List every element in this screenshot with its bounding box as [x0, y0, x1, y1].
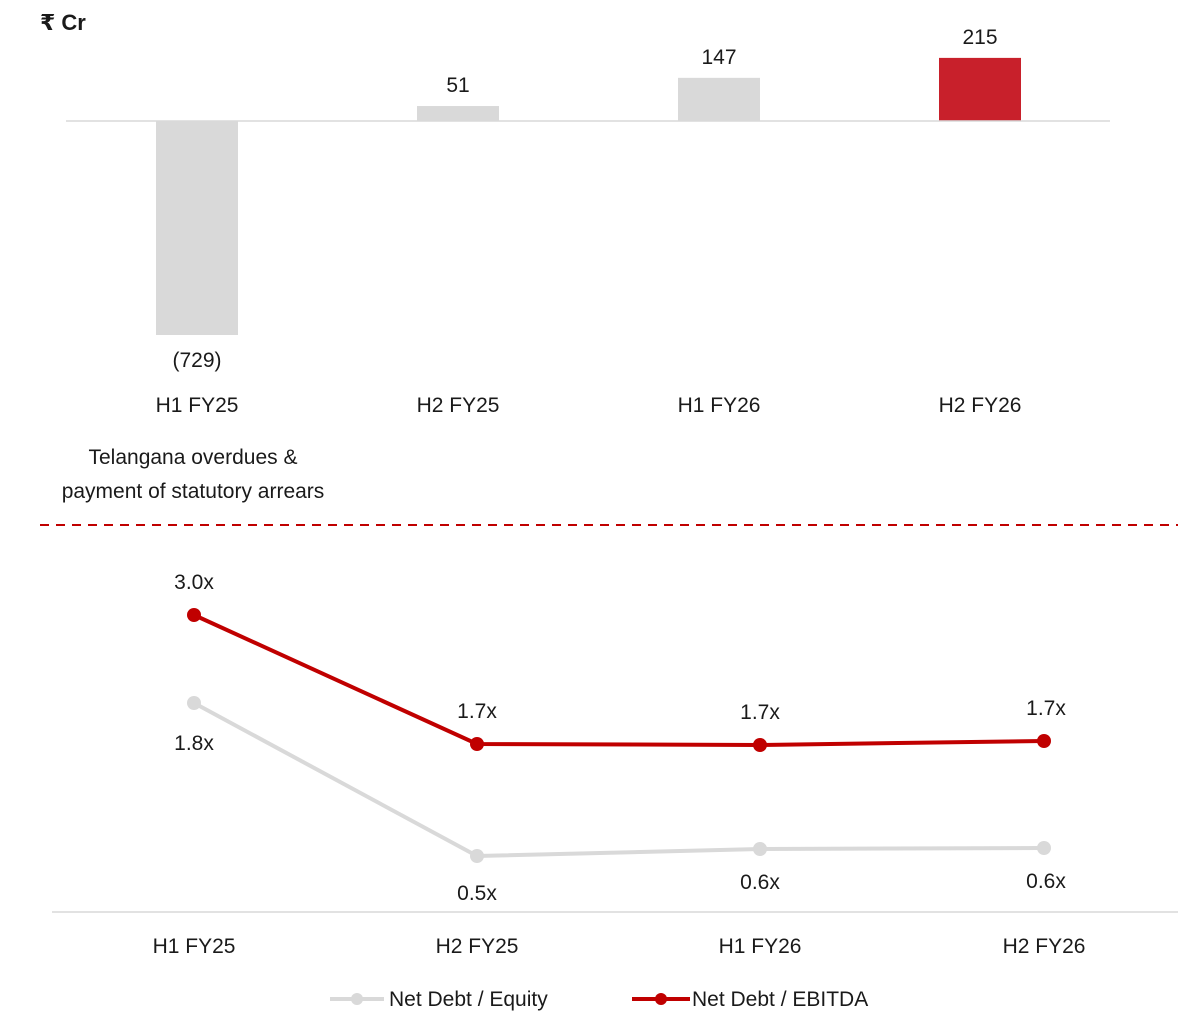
line-chart: 1.8x 0.5x 0.6x 0.6x 3.0x 1.7x 1.7x 1.7x H1 FY25…	[52, 571, 1178, 1011]
line-category-label: H2 FY26	[1003, 935, 1086, 958]
bar-category-labels: H1 FY25 H2 FY25 H1 FY26 H2 FY26	[156, 394, 1022, 417]
series-2-point	[1037, 734, 1051, 748]
bar-4	[939, 57, 1021, 121]
series-2-value-label: 1.7x	[457, 700, 497, 723]
series-2-value-label: 1.7x	[1026, 697, 1066, 720]
legend-label: Net Debt / EBITDA	[692, 988, 868, 1011]
bar-chart: ₹ Cr (729) 51 147 215 H1 FY25 H2 FY25 H1 FY26…	[40, 10, 1110, 503]
lines-layer	[187, 608, 1051, 863]
series-line-1	[193, 701, 1045, 859]
series-1-point	[1037, 841, 1051, 855]
line-category-label: H1 FY26	[719, 935, 802, 958]
bar-category-label: H2 FY25	[417, 394, 500, 417]
bar-value-label: 147	[701, 46, 736, 69]
legend-swatch-marker	[655, 993, 667, 1005]
series-1-point	[753, 842, 767, 856]
line-category-labels: H1 FY25 H2 FY25 H1 FY26 H2 FY26	[153, 935, 1086, 958]
bar-value-label: (729)	[172, 349, 221, 372]
series-1-value-label: 0.6x	[740, 871, 780, 894]
series-2-value-label: 3.0x	[174, 571, 214, 594]
bar-value-label: 215	[962, 26, 997, 49]
series-2-point	[753, 738, 767, 752]
series-1-value-label: 0.5x	[457, 882, 497, 905]
annotation-line-2: payment of statutory arrears	[62, 480, 325, 503]
series-1-point	[187, 696, 201, 710]
legend-label: Net Debt / Equity	[389, 988, 548, 1011]
series-2-point	[187, 608, 201, 622]
bar-category-label: H1 FY25	[156, 394, 239, 417]
bar-value-labels: (729) 51 147 215	[172, 26, 997, 372]
legend: Net Debt / Equity Net Debt / EBITDA	[330, 988, 868, 1011]
series-2-point	[470, 737, 484, 751]
line-category-label: H2 FY25	[436, 935, 519, 958]
bars-layer	[156, 57, 1021, 335]
bar-1	[156, 121, 238, 335]
bar-category-label: H2 FY26	[939, 394, 1022, 417]
series-1-value-label: 0.6x	[1026, 870, 1066, 893]
bar-3	[678, 77, 760, 121]
bar-category-label: H1 FY26	[678, 394, 761, 417]
series-line-2	[193, 613, 1045, 748]
series-1-value-label: 1.8x	[174, 732, 214, 755]
bar-2	[417, 106, 499, 121]
bar-value-label: 51	[446, 74, 469, 97]
line-category-label: H1 FY25	[153, 935, 236, 958]
series-2-value-label: 1.7x	[740, 701, 780, 724]
line-value-labels: 1.8x 0.5x 0.6x 0.6x 3.0x 1.7x 1.7x 1.7x	[174, 571, 1066, 905]
series-1-point	[470, 849, 484, 863]
unit-label: ₹ Cr	[40, 10, 86, 35]
annotation-line-1: Telangana overdues &	[89, 446, 298, 469]
legend-swatch-marker	[351, 993, 363, 1005]
